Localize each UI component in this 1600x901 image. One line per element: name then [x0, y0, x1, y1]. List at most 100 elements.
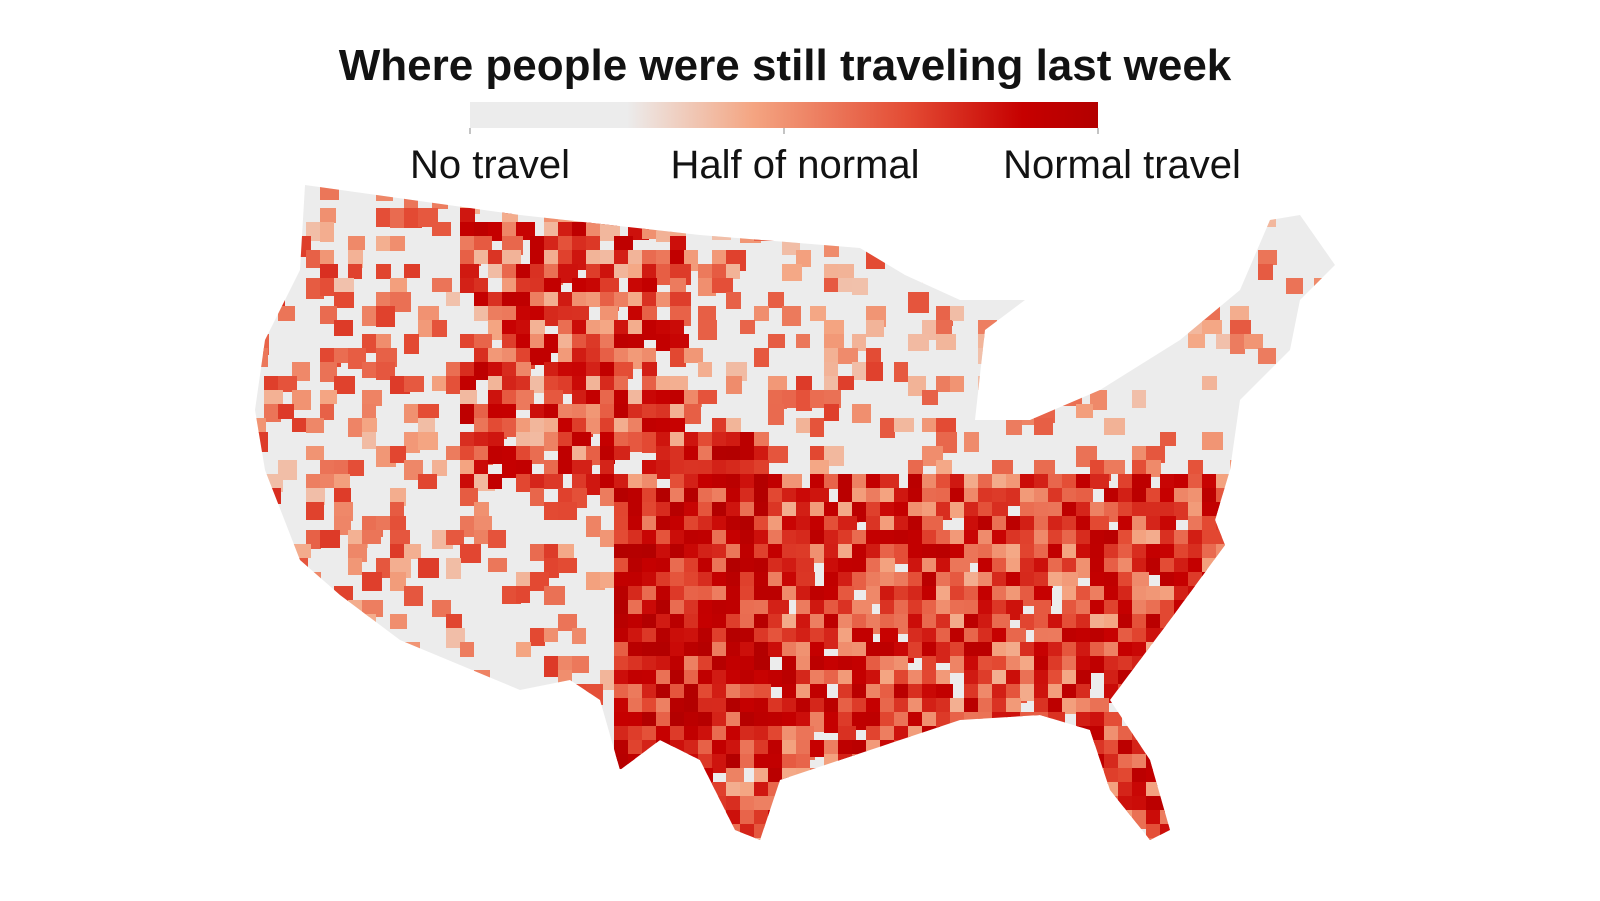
county [880, 838, 901, 840]
county [950, 530, 964, 548]
county [628, 320, 644, 335]
county [474, 404, 488, 418]
county [558, 670, 572, 687]
county [1034, 754, 1048, 771]
county [838, 642, 856, 657]
county [628, 530, 642, 546]
county [1258, 488, 1272, 509]
county [1062, 740, 1078, 756]
county [1048, 740, 1068, 758]
county [502, 796, 517, 811]
county [1286, 502, 1303, 520]
county [488, 824, 509, 840]
county [964, 796, 984, 817]
county [866, 474, 882, 489]
county [264, 390, 283, 405]
county [684, 768, 698, 783]
county [1090, 782, 1108, 803]
county [838, 572, 852, 586]
county [754, 698, 772, 714]
county [628, 726, 646, 741]
county [516, 642, 531, 657]
county [600, 432, 618, 447]
county [908, 684, 924, 701]
county [936, 796, 951, 810]
county [264, 488, 281, 504]
county [978, 838, 994, 840]
county [306, 502, 324, 520]
county [1006, 600, 1023, 620]
county [1216, 502, 1231, 520]
county [838, 264, 854, 281]
county [880, 558, 895, 576]
county [908, 292, 929, 313]
county [334, 740, 354, 759]
county [614, 432, 632, 449]
county [1062, 530, 1080, 547]
county [1034, 516, 1050, 531]
county [1118, 586, 1136, 601]
county [726, 698, 740, 715]
county [446, 292, 460, 306]
county [320, 185, 339, 200]
county [1160, 726, 1176, 745]
county [264, 642, 284, 658]
county [754, 614, 768, 631]
county [320, 670, 335, 686]
county [628, 432, 643, 452]
county [866, 488, 884, 502]
county [894, 684, 910, 699]
county [1174, 796, 1189, 811]
county [684, 348, 703, 363]
county [516, 432, 531, 447]
county [656, 264, 670, 285]
county [320, 628, 335, 642]
county [810, 460, 829, 475]
county [278, 698, 299, 714]
county [1146, 852, 1160, 871]
county [1188, 614, 1204, 631]
county [362, 628, 378, 645]
county [1090, 628, 1108, 643]
county [544, 656, 560, 677]
county [670, 208, 684, 222]
county [446, 362, 460, 378]
county [712, 838, 728, 840]
county [922, 488, 937, 504]
county [810, 684, 827, 700]
county [628, 264, 642, 279]
county [1146, 712, 1167, 728]
county [628, 586, 643, 600]
county [1062, 726, 1082, 742]
county [320, 712, 339, 726]
county [348, 712, 363, 727]
county [740, 586, 756, 600]
county [404, 726, 420, 740]
county [432, 810, 446, 826]
county [1020, 516, 1038, 531]
county [376, 264, 391, 279]
county [866, 586, 881, 604]
county [852, 698, 867, 715]
county [796, 810, 810, 830]
county [642, 222, 657, 239]
county [1020, 726, 1038, 747]
county [1090, 796, 1108, 814]
county [264, 768, 285, 788]
county [992, 362, 1009, 378]
county [712, 712, 727, 730]
county [376, 838, 390, 840]
county [278, 670, 296, 686]
county [936, 726, 955, 743]
county [1034, 418, 1053, 435]
county [698, 544, 712, 562]
county [838, 376, 854, 390]
county [908, 852, 927, 866]
county [1328, 306, 1335, 324]
county [684, 740, 701, 757]
county [1230, 334, 1245, 354]
county [1146, 208, 1163, 225]
county [936, 502, 952, 520]
county [1020, 782, 1036, 796]
county [810, 838, 830, 840]
